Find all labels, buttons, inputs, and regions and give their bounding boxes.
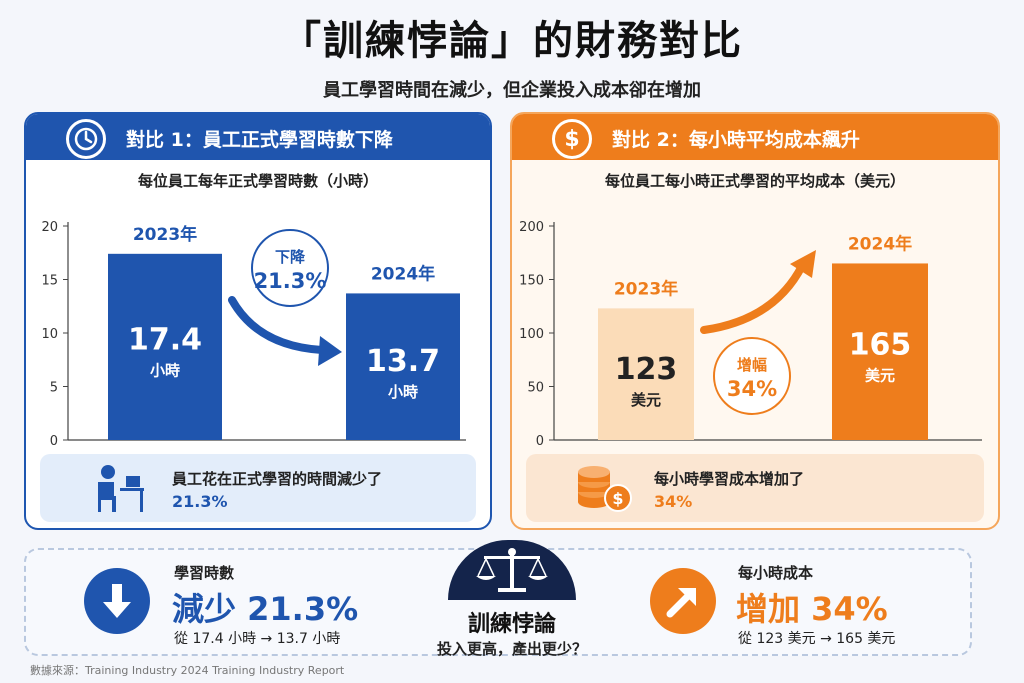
y-tick-label: 100 [519,327,544,342]
panel-header: $ 對比 2：每小時平均成本飆升 [512,114,998,160]
learning-hours-chart: 0 5 10 15 20 17.4 小時 2023年 13.7 小時 2024年 下降 21.3% [41,220,466,449]
bar-unit-label: 小時 [150,361,180,379]
y-tick-label: 50 [527,381,544,396]
summary-center-subtitle: 投入更高，產出更少？ [436,640,587,658]
category-label: 2024年 [371,263,435,284]
y-tick-label: 10 [41,327,58,342]
insight-box: $ 每小時學習成本增加了 34% [526,454,984,522]
panel-header-title: 對比 1：員工正式學習時數下降 [126,129,393,151]
y-tick-label: 5 [50,381,58,396]
clock-icon [66,119,106,159]
trend-arrow [700,262,806,334]
trend-arrow [228,296,326,354]
category-label: 2024年 [848,233,912,254]
arrow-up-right-icon [650,568,716,634]
page-subtitle: 員工學習時間在減少，但企業投入成本卻在增加 [323,80,701,101]
y-tick-label: 20 [41,220,58,235]
change-value: 21.3% [254,269,327,293]
change-bubble [713,337,791,415]
scale-icon [448,540,576,600]
summary-right-detail: 從 123 美元 → 165 美元 [738,631,896,647]
panel-header-title: 對比 2：每小時平均成本飆升 [612,129,860,151]
summary-center-title: 訓練悖論 [467,612,556,637]
page-title: 「訓練悖論」的財務對比 [281,18,743,64]
person-at-desk-icon [98,465,144,512]
insight-value: 34% [654,492,693,511]
bar-unit-label: 美元 [631,391,661,409]
bar [108,253,222,440]
arrow-down-icon [84,568,150,634]
y-tick-label: 200 [519,220,544,235]
change-label: 下降 [275,248,306,266]
trend-arrowhead [790,250,816,278]
summary-left-detail: 從 17.4 小時 → 13.7 小時 [174,631,341,647]
summary-right-value: 增加 34% [736,590,888,628]
bar-value-label: 165 [849,328,912,363]
summary-box: 學習時數 減少 21.3% 從 17.4 小時 → 13.7 小時 每小時成本 … [24,548,972,656]
dollar-icon: $ [552,119,592,159]
insight-text: 每小時學習成本增加了 [654,470,805,488]
coins-icon: $ [578,466,632,512]
bar-value-label: 17.4 [128,322,202,357]
panel-hourly-cost: $ 對比 2：每小時平均成本飆升 每位員工每小時正式學習的平均成本（美元） 0 5… [510,112,1000,530]
summary-left-label: 學習時數 [174,564,235,582]
chart-title: 每位員工每小時正式學習的平均成本（美元） [604,172,905,190]
y-tick-label: 0 [50,434,58,449]
y-tick-label: 150 [519,274,544,289]
insight-box: 員工花在正式學習的時間減少了 21.3% [40,454,476,522]
bar [832,263,928,440]
y-tick-label: 0 [536,434,544,449]
bar-unit-label: 小時 [388,383,418,401]
change-bubble [251,229,329,307]
category-label: 2023年 [614,278,678,299]
bar [346,293,460,440]
chart-title: 每位員工每年正式學習時數（小時） [137,172,378,190]
bar-value-label: 13.7 [366,344,440,379]
summary-right-label: 每小時成本 [738,564,814,582]
data-source: 數據來源：Training Industry 2024 Training Ind… [30,664,345,677]
bar-value-label: 123 [615,352,678,387]
panel-learning-hours: 對比 1：員工正式學習時數下降 每位員工每年正式學習時數（小時） 0 5 10 15 2… [24,112,492,530]
insight-value: 21.3% [172,492,228,511]
svg-text:$: $ [612,489,623,508]
change-value: 34% [727,377,777,401]
change-label: 增幅 [737,356,767,374]
y-tick-label: 15 [41,274,58,289]
panel-header: 對比 1：員工正式學習時數下降 [26,114,490,160]
bar [598,308,694,440]
trend-arrowhead [318,336,342,366]
category-label: 2023年 [133,224,197,245]
insight-text: 員工花在正式學習的時間減少了 [172,470,383,488]
bar-unit-label: 美元 [865,367,895,385]
summary-left-value: 減少 21.3% [172,590,359,628]
